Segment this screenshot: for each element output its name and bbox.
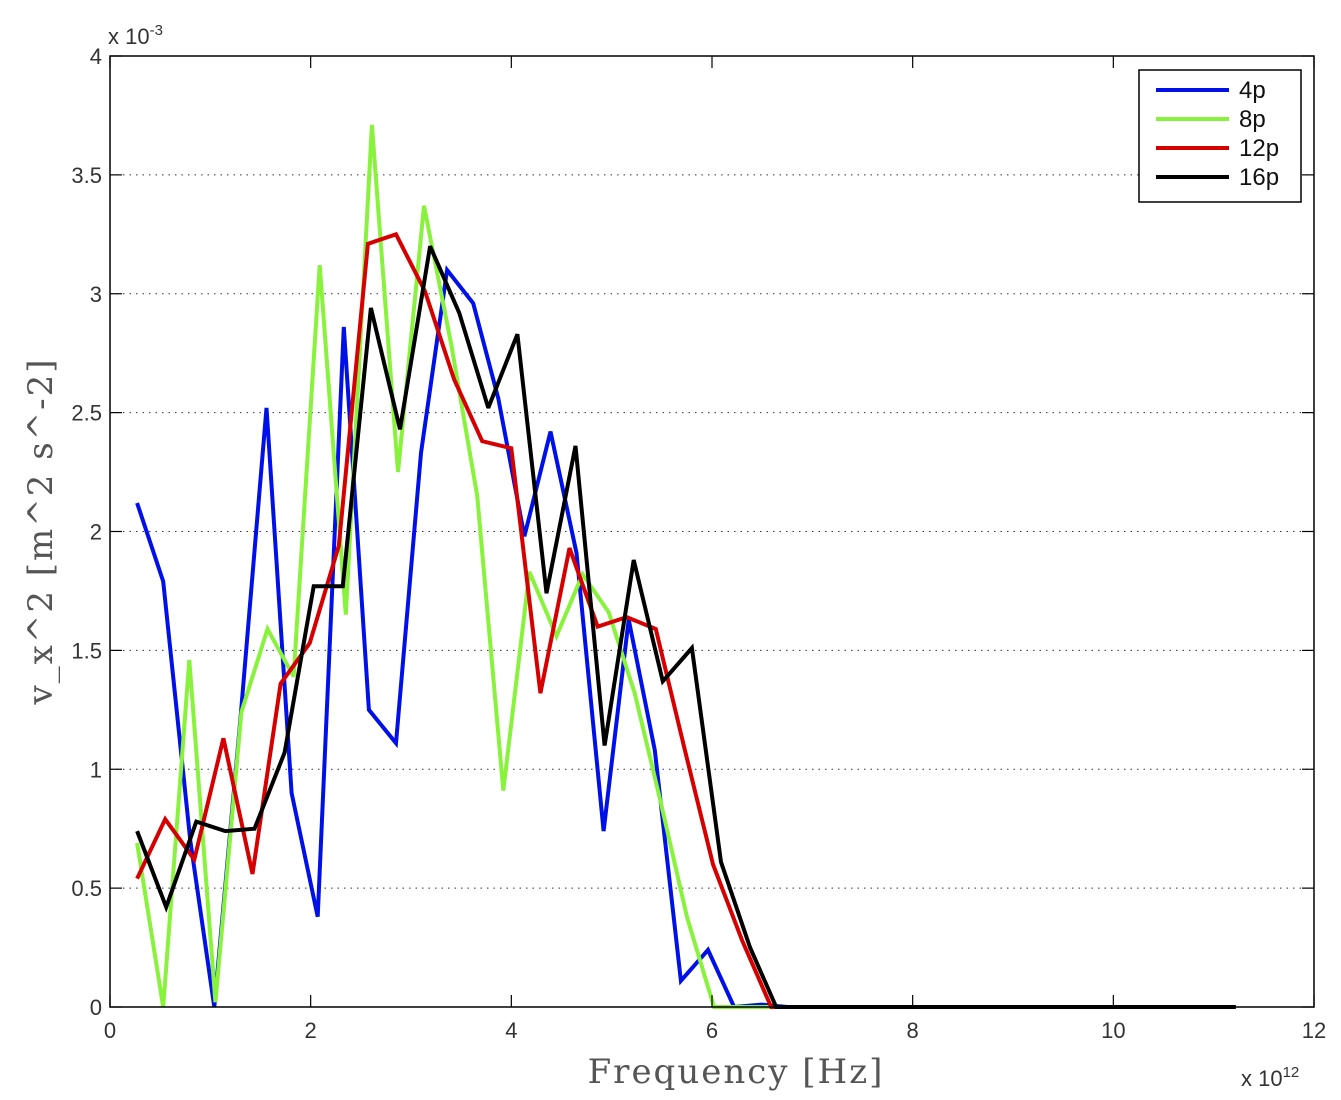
x-exponent-label: x 1012 [1241,1064,1299,1091]
y-tick-label: 1.5 [71,638,102,663]
y-tick-label: 4 [90,44,102,69]
legend-label: 16p [1239,164,1279,191]
x-tick-label: 6 [706,1018,718,1043]
y-tick-label: 1 [90,757,102,782]
y-tick-label: 3.5 [71,163,102,188]
x-tick-label: 12 [1302,1018,1326,1043]
y-exponent-label: x 10-3 [108,22,163,49]
x-tick-label: 2 [305,1018,317,1043]
x-tick-label: 0 [104,1018,116,1043]
x-tick-label: 10 [1101,1018,1125,1043]
y-axis-title: v_x^2 [m^2 s^-2] [21,357,61,705]
legend-label: 8p [1239,106,1266,133]
x-tick-label: 4 [505,1018,517,1043]
y-tick-label: 0 [90,995,102,1020]
y-tick-label: 3 [90,282,102,307]
y-tick-label: 0.5 [71,876,102,901]
legend-label: 12p [1239,135,1279,162]
x-tick-label: 8 [907,1018,919,1043]
x-axis-title: Frequency [Hz] [588,1052,885,1092]
y-tick-label: 2.5 [71,401,102,426]
y-tick-label: 2 [90,520,102,545]
legend-label: 4p [1239,77,1266,104]
axis-ticks: 0 0.5 1 1.5 2 2.5 3 3.5 4 0 2 4 6 8 10 12 [71,44,1326,1043]
